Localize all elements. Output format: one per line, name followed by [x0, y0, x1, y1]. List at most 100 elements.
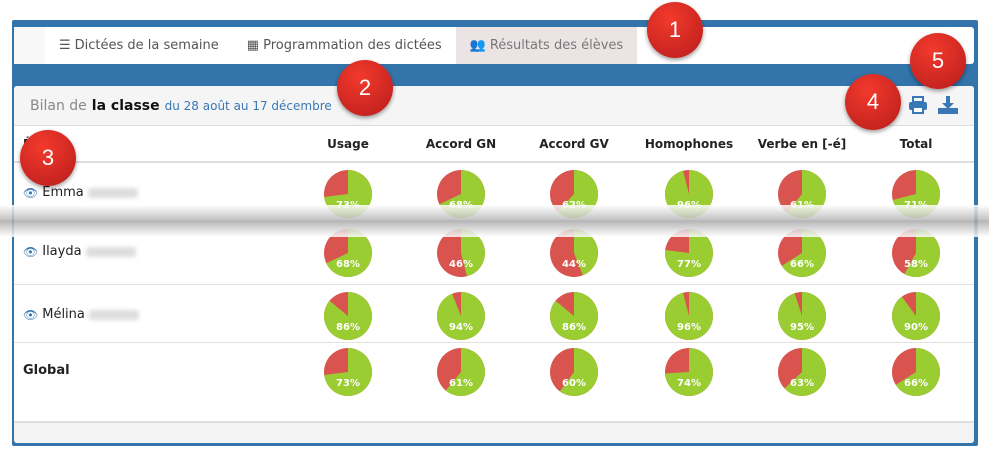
- pie-chart: 77%: [665, 229, 714, 277]
- print-icon[interactable]: [908, 96, 928, 114]
- col-header: Total: [899, 137, 933, 151]
- panel-footer: [14, 422, 974, 443]
- callout-5: 5: [910, 33, 966, 89]
- table-row: 👁 Ilayda 68% 46% 44% 77% 66% 58%: [14, 222, 974, 285]
- eye-icon[interactable]: 👁: [23, 244, 39, 259]
- score-cell: 94%: [436, 291, 486, 345]
- score-cell: 77%: [664, 228, 714, 282]
- pie-label: 95%: [790, 322, 814, 333]
- pie-chart: 94%: [437, 292, 486, 340]
- student-name[interactable]: 👁 Mélina: [23, 307, 139, 322]
- callout-4: 4: [845, 74, 901, 130]
- tab-dictees-semaine[interactable]: ☰ Dictées de la semaine: [45, 27, 233, 64]
- global-label: Global: [23, 363, 70, 378]
- col-header: Homophones: [644, 137, 734, 151]
- list-icon: ☰: [59, 38, 71, 53]
- name-text: Ilayda: [42, 244, 82, 259]
- period-link[interactable]: du 28 août au 17 décembre: [164, 98, 332, 113]
- panel-header: Bilan de la classe du 28 août au 17 déce…: [14, 86, 974, 126]
- score-cell: 58%: [891, 228, 941, 282]
- pie-success-slice: [445, 348, 486, 396]
- tab-label: Résultats des élèves: [489, 38, 624, 53]
- score-cell: 66%: [891, 347, 941, 401]
- score-cell: 44%: [549, 228, 599, 282]
- score-cell: 74%: [664, 347, 714, 401]
- pie-chart: 90%: [891, 292, 940, 340]
- pie-chart: 44%: [550, 229, 598, 277]
- blurred-band: [0, 205, 989, 237]
- score-cell: 66%: [777, 228, 827, 282]
- nav-spacer: [14, 27, 45, 64]
- pie-success-slice: [664, 292, 713, 340]
- score-cell: 60%: [549, 347, 599, 401]
- pie-label: 58%: [904, 259, 928, 270]
- pie-success-slice: [781, 229, 827, 277]
- nav-bar: ☰ Dictées de la semaine ▦ Programmation de…: [14, 27, 974, 64]
- tab-label: Dictées de la semaine: [74, 38, 219, 53]
- score-cell: 86%: [323, 291, 373, 345]
- pie-label: 90%: [904, 322, 928, 333]
- download-icon[interactable]: [938, 96, 958, 114]
- blurred-surname: [88, 309, 139, 320]
- name-text: Global: [23, 363, 70, 378]
- tab-label: Programmation des dictées: [263, 38, 442, 53]
- col-header: Usage: [327, 137, 369, 151]
- score-cell: 95%: [777, 291, 827, 345]
- student-name[interactable]: 👁 Ilayda: [23, 244, 136, 259]
- tab-programmation[interactable]: ▦ Programmation des dictées: [233, 27, 456, 64]
- global-row: Global 73% 61% 60% 74% 63% 66%: [14, 343, 974, 422]
- score-cell: 61%: [436, 347, 486, 401]
- pie-success-slice: [326, 229, 372, 277]
- pie-label: 63%: [790, 378, 814, 389]
- table-row: 👁 Mélina 86% 94% 86% 96% 95% 90%: [14, 285, 974, 343]
- pie-label: 96%: [677, 322, 701, 333]
- name-text: Emma: [42, 185, 84, 200]
- pie-chart: 66%: [778, 229, 827, 277]
- blurred-surname: [87, 187, 138, 198]
- pie-chart: 86%: [550, 292, 599, 340]
- pie-label: 66%: [904, 378, 928, 389]
- pie-success-slice: [461, 229, 486, 277]
- pie-success-slice: [574, 229, 598, 276]
- pie-success-slice: [324, 292, 373, 340]
- score-cell: 68%: [323, 228, 373, 282]
- pie-chart: 73%: [324, 348, 373, 396]
- callout-1: 1: [647, 2, 703, 58]
- pie-chart: 61%: [437, 348, 486, 396]
- pie-chart: 95%: [777, 292, 826, 340]
- score-cell: 63%: [777, 347, 827, 401]
- pie-success-slice: [784, 348, 826, 396]
- callout-3: 3: [20, 130, 76, 186]
- score-cell: 96%: [664, 291, 714, 345]
- pie-chart: 63%: [778, 348, 826, 396]
- tab-resultats[interactable]: 👥 Résultats des élèves: [455, 27, 638, 64]
- score-cell: 86%: [549, 291, 599, 345]
- pie-success-slice: [324, 348, 373, 396]
- score-cell: 73%: [323, 347, 373, 401]
- col-header: Accord GN: [425, 137, 497, 151]
- pie-label: 60%: [562, 378, 586, 389]
- results-panel: Bilan de la classe du 28 août au 17 déce…: [14, 86, 974, 443]
- pie-success-slice: [550, 292, 599, 340]
- pie-success-slice: [895, 348, 941, 396]
- callout-2: 2: [337, 60, 393, 116]
- col-header: Verbe en [-é]: [757, 137, 847, 151]
- pie-label: 61%: [449, 378, 473, 389]
- student-name[interactable]: 👁 Emma: [23, 185, 138, 200]
- pie-success-slice: [665, 348, 714, 396]
- pie-label: 44%: [562, 259, 586, 270]
- pie-label: 94%: [449, 322, 473, 333]
- pie-label: 77%: [677, 259, 701, 270]
- score-cell: 90%: [891, 291, 941, 345]
- eye-icon[interactable]: 👁: [23, 307, 39, 322]
- users-icon: 👥: [469, 38, 486, 53]
- pie-label: 68%: [336, 259, 360, 270]
- pie-chart: 60%: [550, 348, 598, 396]
- pie-chart: 58%: [892, 229, 941, 277]
- title-prefix: Bilan de: [30, 97, 87, 114]
- score-cell: 46%: [436, 228, 486, 282]
- eye-icon[interactable]: 👁: [23, 185, 39, 200]
- pie-label: 86%: [562, 322, 586, 333]
- col-header: Accord GV: [539, 137, 609, 151]
